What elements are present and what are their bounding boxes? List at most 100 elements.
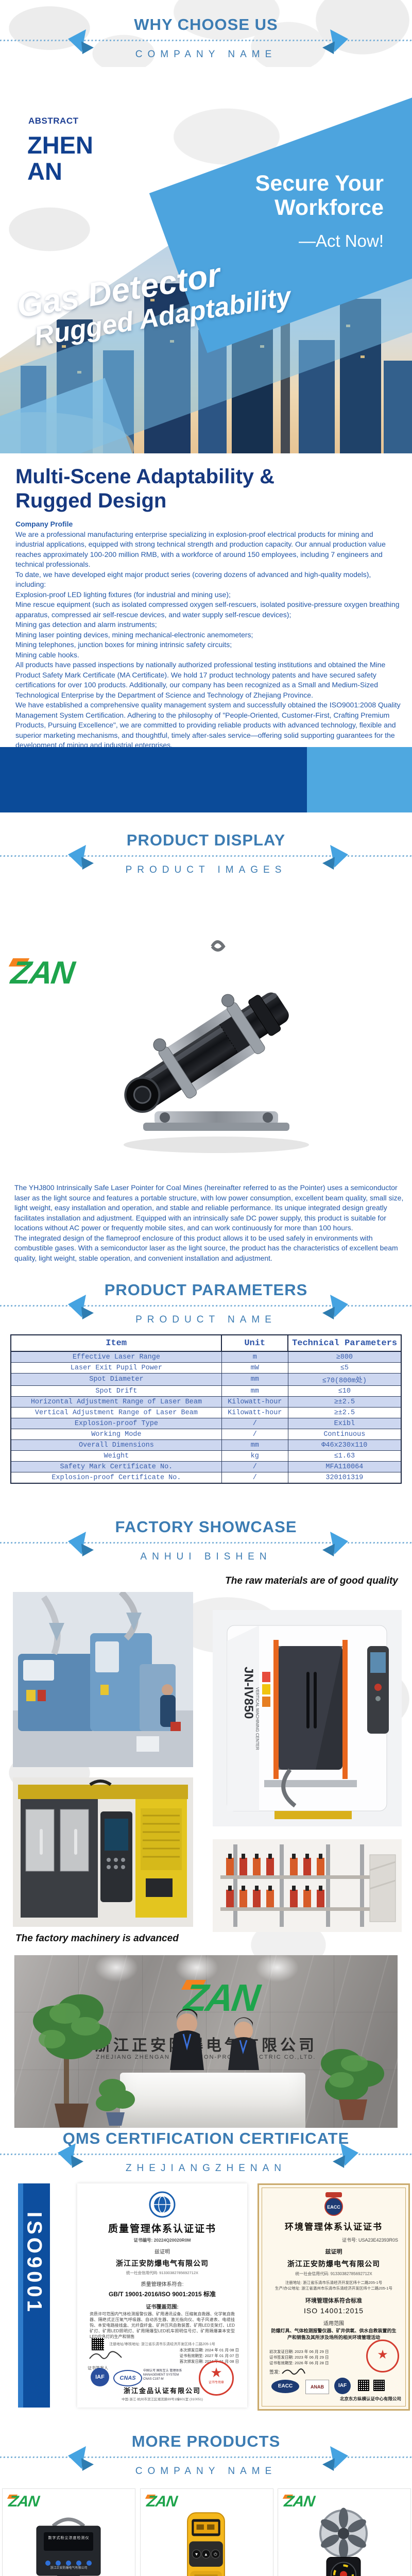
profile-paragraph: Mine rescue equipment (such as isolated …: [15, 600, 400, 619]
cell: Explosion-proof Certificate No.: [10, 1472, 222, 1484]
dotted-divider: [0, 2446, 412, 2471]
cert-credit-code: 统一社会信用代码: 91330382785692712X: [295, 2272, 372, 2276]
eacc-badge: EACC: [271, 2380, 299, 2393]
cert-scope-label: 证书覆盖范围:: [146, 2304, 179, 2310]
zan-logo: ZAN: [7, 2493, 40, 2510]
anab-badge: ANAB: [305, 2380, 329, 2394]
product-card-anemometer[interactable]: ZAN: [278, 2488, 411, 2576]
reception-company-cn: 浙江正安防爆电气有限公司: [95, 2037, 317, 2054]
profile-paragraph: To date, we have developed eight major p…: [15, 570, 371, 589]
cell: kg: [221, 1450, 288, 1462]
cell: /: [221, 1472, 288, 1484]
cell: Effective Laser Range: [10, 1351, 222, 1363]
cell: ≥800: [287, 1351, 402, 1363]
cert-issuer-address: 中国·浙江·杭州市滨江区湘滨路99号1幢601室 (310051): [122, 2398, 203, 2401]
laser-pointer-product-image: [124, 940, 309, 1153]
reception-plant-small: [96, 2079, 135, 2126]
table-row: Laser Exit Pupil Power mW ≤5: [10, 1362, 402, 1374]
cert-date: 证书有效期至: 2027 年 01 月 07 日: [179, 2353, 239, 2358]
triangle-ornament-right: [320, 1295, 350, 1319]
dotted-divider: [0, 845, 412, 870]
cert-title: 质量管理体系认证证书: [108, 2224, 216, 2234]
cert-credit-code: 统一社会信用代码: 91330382785692712X: [126, 2270, 199, 2275]
divider-bar-light: [307, 747, 412, 812]
product-card-gas-detector[interactable]: ZAN ▼ ▲ ⏻: [140, 2488, 273, 2576]
cert-attest: 兹证明: [325, 2249, 342, 2255]
headline-line1: Secure Your: [255, 171, 384, 196]
profile-text: Company Profile We are a professional ma…: [0, 513, 412, 781]
zan-logo: ZAN: [283, 2493, 316, 2510]
dotted-divider: [0, 2143, 412, 2168]
profile-paragraph: Mining telephones, junction boxes for mi…: [15, 640, 232, 649]
triangle-ornament-left: [66, 1532, 96, 1556]
anemometer-image: [319, 2507, 368, 2576]
eacc-crest: EACC: [324, 2192, 343, 2216]
profile-heading-line2: Rugged Design: [15, 489, 167, 512]
cell: Vertical Adjustment Range of Laser Beam: [10, 1407, 222, 1418]
red-star-seal: ★: [366, 2340, 399, 2372]
red-seal: ★ 证书专用章: [199, 2361, 234, 2396]
signature: [281, 2368, 305, 2375]
hero-brand-line2: AN: [27, 158, 62, 185]
cell: ≤5: [287, 1362, 402, 1374]
col-header-unit: Unit: [221, 1334, 289, 1352]
cert-sign-label: 签发:: [269, 2369, 280, 2375]
factory-photo-cnc-machines: [13, 1777, 193, 1927]
cell: Laser Exit Pupil Power: [10, 1362, 222, 1374]
cell: Weight: [10, 1450, 222, 1462]
qms-subtitle: ZHEJIANGZHENAN: [125, 2163, 287, 2174]
dotted-divider: [0, 29, 412, 54]
cell: Horizontal Adjustment Range of Laser Bea…: [10, 1396, 222, 1408]
profile-paragraph: Company Profile: [15, 520, 73, 528]
reception-company-en: ZHEJIANG ZHENGAN EXPLOSION-PROOF ELECTRI…: [96, 2054, 316, 2060]
headline-line3: —Act Now!: [298, 231, 384, 250]
cell: Safety Mark Certificate No.: [10, 1461, 222, 1472]
table-row: Safety Mark Certificate No. / MFA110064: [10, 1461, 402, 1472]
triangle-ornament-left: [66, 29, 96, 54]
factory-subtitle: ANHUI BISHEN: [140, 1551, 272, 1562]
cert-issuer: 浙江金品认证有限公司: [123, 2387, 201, 2395]
triangle-ornament-left: [66, 845, 96, 870]
dust-detector-image: [36, 2517, 101, 2576]
col-header-item: Item: [10, 1334, 222, 1352]
cert-number: 证书号: USA23E42393R0S: [341, 2238, 398, 2243]
iaf-badge: IAF: [334, 2378, 351, 2394]
col-header-tech: Technical Parameters: [287, 1334, 402, 1352]
cert-address: 注册地址/审核地址: 浙江省乐清市乐清经济开发区纬十二路205-1号: [109, 2343, 215, 2346]
product-description-text: The YHJ800 Intrinsically Safe Laser Poin…: [0, 1180, 412, 1267]
factory-photo-machining-center: JN-IV850 VERTICAL MACHINING CENTER: [213, 1610, 402, 1826]
cell: Exibl: [287, 1418, 402, 1429]
qms-certificate-section: QMS CERTIFICATION CERTIFICATE ZHEJIANGZH…: [0, 2129, 412, 2423]
cell: Kilowatt-hour: [221, 1407, 288, 1418]
cert-title: 环境管理体系认证证书: [285, 2222, 383, 2232]
more-subtitle: COMPANY NAME: [135, 2466, 277, 2477]
cell: /: [221, 1461, 288, 1472]
divider-bar-dark: [0, 747, 307, 812]
table-row: Overall Dimensions mm Φ46x230x110: [10, 1439, 402, 1451]
cell: Working Mode: [10, 1429, 222, 1440]
factory-showcase-section: FACTORY SHOWCASE ANHUI BISHEN The raw ma…: [0, 1515, 412, 2129]
dotted-divider: [0, 1295, 412, 1319]
table-row: Effective Laser Range m ≥800: [10, 1351, 402, 1363]
cert-issuer: 北京东方纵横认证中心有限公司: [339, 2396, 401, 2401]
cell: ≤1.63: [287, 1450, 402, 1462]
hero-brand-name: ZHEN AN: [27, 132, 93, 184]
company-profile-section: Multi-Scene Adaptability & Rugged Design…: [0, 453, 412, 779]
cqc-logo: ★: [149, 2191, 176, 2218]
cert-company: 浙江正安防爆电气有限公司: [116, 2259, 209, 2267]
product-parameters-section: PRODUCT PARAMETERS PRODUCT NAME: [0, 1267, 412, 1334]
machine-model-label: JN-IV850: [242, 1667, 255, 1719]
triangle-ornament-right: [320, 1532, 350, 1556]
svg-text:⏻: ⏻: [214, 2552, 217, 2556]
cell: Spot Drift: [10, 1385, 222, 1397]
cert-company: 浙江正安防爆电气有限公司: [287, 2260, 380, 2268]
description-paragraph-1: The YHJ800 Intrinsically Safe Laser Poin…: [14, 1183, 404, 1232]
gas-detector-image: ▼ ▲ ⏻: [187, 2512, 225, 2576]
product-card-dust-detector[interactable]: ZAN 数字式粉尘浓度检测仪 浙江正安防爆电气有限公司: [2, 2488, 135, 2576]
seal-text: 证书专用章: [208, 2381, 224, 2384]
triangle-ornament-left: [66, 1295, 96, 1319]
cert-standard: ISO 14001:2015: [304, 2307, 364, 2315]
table-header-row: Item Unit Technical Parameters: [10, 1334, 402, 1352]
divider-bar: [0, 747, 412, 812]
cell: Overall Dimensions: [10, 1439, 222, 1451]
